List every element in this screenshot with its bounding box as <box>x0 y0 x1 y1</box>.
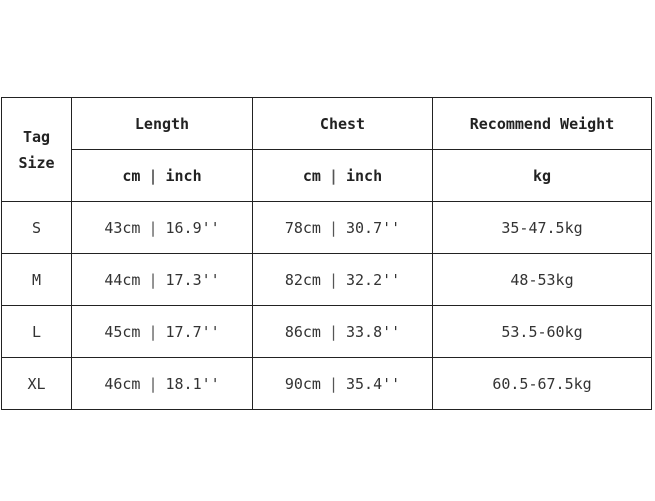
chest-cm: 90cm <box>284 374 321 393</box>
separator: | <box>148 218 158 237</box>
weight-cell: 53.5-60kg <box>432 305 652 358</box>
chest-cm: 86cm <box>284 322 321 341</box>
chest-inch: 30.7'' <box>345 218 401 237</box>
table-row: L 45cm | 17.7'' 86cm | 33.8'' 53.5-60kg <box>1 305 652 358</box>
separator: | <box>328 374 338 393</box>
length-cell: 45cm | 17.7'' <box>71 305 253 358</box>
size-cell: M <box>1 253 72 306</box>
separator: | <box>148 166 158 185</box>
length-cell: 44cm | 17.3'' <box>71 253 253 306</box>
separator: | <box>328 322 338 341</box>
size-chart-table: Tag Size Length Chest Recommend Weight c… <box>1 97 652 410</box>
chest-inch: 35.4'' <box>345 374 401 393</box>
length-inch: 17.7'' <box>165 322 220 341</box>
length-cell: 46cm | 18.1'' <box>71 357 253 410</box>
separator: | <box>148 270 158 289</box>
size-label: Size <box>18 153 55 172</box>
separator: | <box>148 322 158 341</box>
chest-cell: 86cm | 33.8'' <box>252 305 433 358</box>
header-row: Tag Size Length Chest Recommend Weight <box>1 97 652 202</box>
length-cm: 43cm <box>104 218 141 237</box>
weight-cell: 60.5-67.5kg <box>432 357 652 410</box>
chest-inch: 33.8'' <box>345 322 401 341</box>
length-cm: 45cm <box>104 322 141 341</box>
weight-cell: 35-47.5kg <box>432 201 652 254</box>
size-cell: S <box>1 201 72 254</box>
chest-cm: 78cm <box>284 218 321 237</box>
chest-units: cm | inch <box>252 149 433 202</box>
length-inch: 18.1'' <box>165 374 220 393</box>
size-cell: XL <box>1 357 72 410</box>
length-inch: 17.3'' <box>165 270 220 289</box>
separator: | <box>148 374 158 393</box>
unit-cm: cm <box>302 166 321 185</box>
table-row: M 44cm | 17.3'' 82cm | 32.2'' 48-53kg <box>1 253 652 306</box>
length-cell: 43cm | 16.9'' <box>71 201 253 254</box>
separator: | <box>328 166 338 185</box>
chest-cell: 82cm | 32.2'' <box>252 253 433 306</box>
chest-cell: 78cm | 30.7'' <box>252 201 433 254</box>
tag-label: Tag <box>22 127 51 146</box>
size-cell: L <box>1 305 72 358</box>
length-header: Length <box>71 97 253 150</box>
weight-header: Recommend Weight <box>432 97 652 150</box>
table-row: XL 46cm | 18.1'' 90cm | 35.4'' 60.5-67.5kg <box>1 357 652 410</box>
weight-unit: kg <box>432 149 652 202</box>
length-cm: 46cm <box>104 374 141 393</box>
unit-cm: cm <box>122 166 141 185</box>
length-cm: 44cm <box>104 270 141 289</box>
chest-cm: 82cm <box>284 270 321 289</box>
separator: | <box>328 218 338 237</box>
chest-cell: 90cm | 35.4'' <box>252 357 433 410</box>
chest-inch: 32.2'' <box>345 270 401 289</box>
separator: | <box>328 270 338 289</box>
unit-inch: inch <box>345 166 383 185</box>
length-inch: 16.9'' <box>165 218 220 237</box>
unit-inch: inch <box>165 166 202 185</box>
units-row: cm | inch cm | inch kg <box>2 149 652 202</box>
weight-cell: 48-53kg <box>432 253 652 306</box>
length-units: cm | inch <box>71 149 253 202</box>
tag-size-header: Tag Size <box>1 97 72 202</box>
table-row: S 43cm | 16.9'' 78cm | 30.7'' 35-47.5kg <box>1 201 652 254</box>
chest-header: Chest <box>252 97 433 150</box>
